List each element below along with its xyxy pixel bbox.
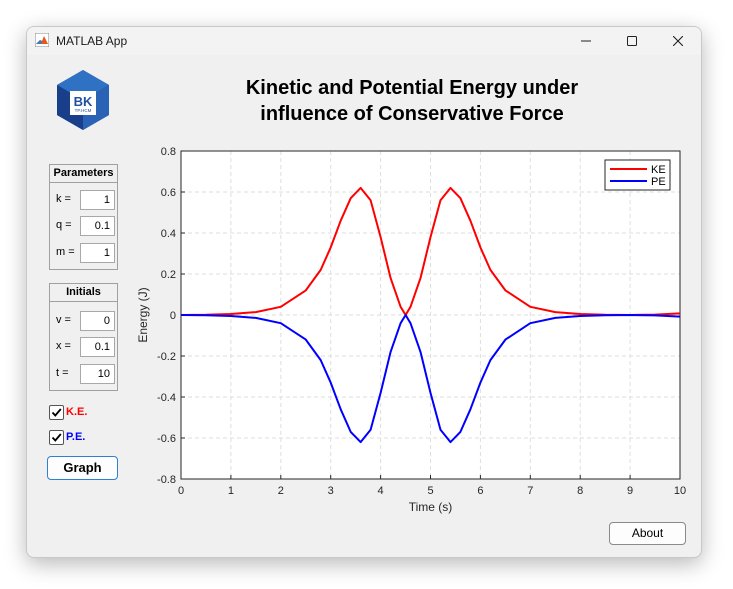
param-row-k: k = 1 xyxy=(50,189,117,211)
initials-title: Initials xyxy=(50,284,117,302)
maximize-icon xyxy=(627,36,637,46)
initial-x-input[interactable]: 0.1 xyxy=(80,337,115,357)
y-tick-label: 0.6 xyxy=(161,187,176,199)
x-tick-label: 10 xyxy=(674,485,686,497)
param-row-q: q = 0.1 xyxy=(50,215,117,237)
initials-panel: Initials v = 0 x = 0.1 t = 10 xyxy=(49,283,118,391)
legend-label-ke: KE xyxy=(651,164,666,176)
ke-checkbox-label[interactable]: K.E. xyxy=(66,406,88,418)
close-icon xyxy=(673,36,683,46)
y-tick-label: 0.2 xyxy=(161,269,176,281)
plot-frame xyxy=(180,150,681,480)
initial-row-v: v = 0 xyxy=(50,310,117,332)
x-tick-label: 5 xyxy=(427,485,433,497)
param-m-label: m = xyxy=(56,246,75,258)
x-tick-label: 2 xyxy=(278,485,284,497)
logo-text: BK xyxy=(74,94,93,109)
x-tick-label: 0 xyxy=(178,485,184,497)
initial-t-input[interactable]: 10 xyxy=(80,364,115,384)
checkmark-icon xyxy=(51,408,62,417)
maximize-button[interactable] xyxy=(609,27,655,55)
matlab-icon xyxy=(35,33,49,47)
y-axis-label: Energy (J) xyxy=(136,287,150,342)
y-tick-label: -0.8 xyxy=(157,474,176,486)
initial-v-label: v = xyxy=(56,314,71,326)
window-title: MATLAB App xyxy=(56,34,128,48)
initial-t-label: t = xyxy=(56,367,69,379)
y-tick-label: 0.8 xyxy=(161,146,176,158)
y-tick-label: -0.4 xyxy=(157,392,176,404)
series-line-ke xyxy=(180,186,681,316)
about-button[interactable]: About xyxy=(609,522,686,545)
checkmark-icon xyxy=(51,433,62,442)
initial-x-label: x = xyxy=(56,340,71,352)
y-tick-label: 0.4 xyxy=(161,228,176,240)
y-tick-label: 0 xyxy=(170,310,176,322)
y-tick-label: -0.2 xyxy=(157,351,176,363)
parameters-title: Parameters xyxy=(50,165,117,183)
pe-checkbox[interactable] xyxy=(49,430,64,445)
page-title: Kinetic and Potential Energy under influ… xyxy=(187,75,637,127)
series-line-pe xyxy=(180,314,681,444)
x-tick-label: 7 xyxy=(527,485,533,497)
plot-area xyxy=(181,151,680,479)
minimize-icon xyxy=(581,40,591,42)
x-tick-label: 3 xyxy=(328,485,334,497)
legend-box xyxy=(604,159,671,191)
pe-checkbox-label[interactable]: P.E. xyxy=(66,431,86,443)
initial-v-input[interactable]: 0 xyxy=(80,311,115,331)
param-row-m: m = 1 xyxy=(50,242,117,264)
param-q-input[interactable]: 0.1 xyxy=(80,216,115,236)
ke-checkbox[interactable] xyxy=(49,405,64,420)
logo-subtext: TP.HCM xyxy=(75,108,92,113)
graph-button[interactable]: Graph xyxy=(47,456,118,480)
title-line-2: influence of Conservative Force xyxy=(260,103,564,125)
parameters-panel: Parameters k = 1 q = 0.1 m = 1 xyxy=(49,164,118,270)
university-logo: BK TP.HCM xyxy=(57,70,109,130)
initial-row-t: t = 10 xyxy=(50,363,117,385)
x-tick-label: 6 xyxy=(477,485,483,497)
x-tick-label: 9 xyxy=(627,485,633,497)
close-button[interactable] xyxy=(655,27,701,55)
x-tick-label: 1 xyxy=(228,485,234,497)
param-k-input[interactable]: 1 xyxy=(80,190,115,210)
param-k-label: k = xyxy=(56,193,71,205)
param-m-input[interactable]: 1 xyxy=(80,243,115,263)
x-tick-label: 8 xyxy=(577,485,583,497)
title-bar: MATLAB App xyxy=(27,27,701,55)
param-q-label: q = xyxy=(56,219,72,231)
x-axis-label: Time (s) xyxy=(409,500,453,514)
y-tick-label: -0.6 xyxy=(157,433,176,445)
legend-label-pe: PE xyxy=(651,176,666,188)
app-window: MATLAB App BK TP.HCM Kinetic and Potenti… xyxy=(26,26,702,558)
minimize-button[interactable] xyxy=(563,27,609,55)
initial-row-x: x = 0.1 xyxy=(50,336,117,358)
title-line-1: Kinetic and Potential Energy under xyxy=(245,77,579,99)
x-tick-label: 4 xyxy=(378,485,384,497)
